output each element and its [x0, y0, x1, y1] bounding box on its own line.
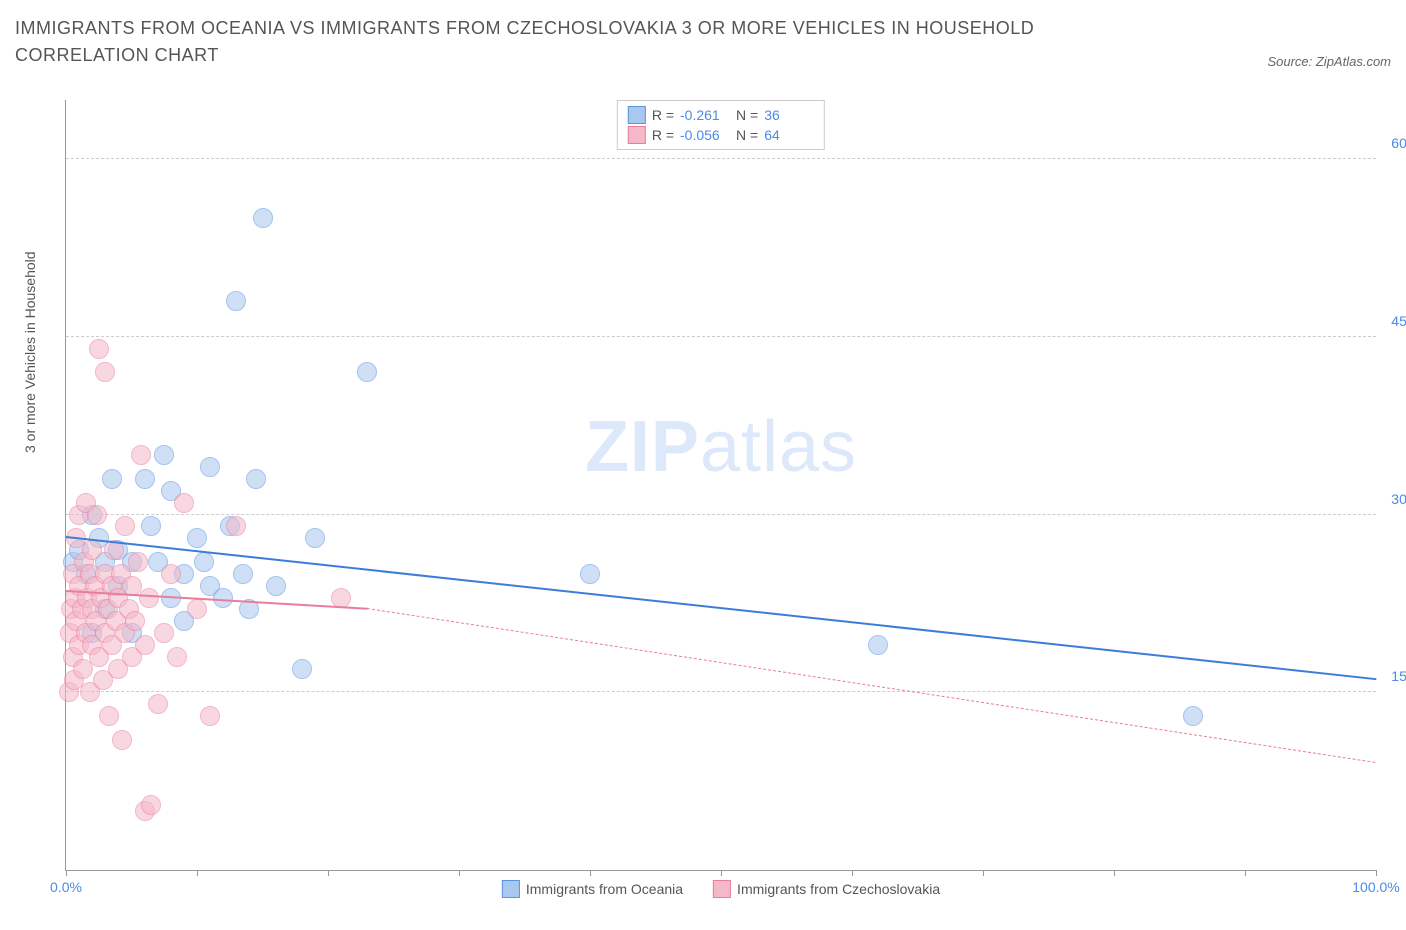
xtick — [66, 870, 67, 876]
legend-swatch — [502, 880, 520, 898]
gridline — [66, 691, 1376, 692]
data-point — [213, 588, 233, 608]
legend-swatch — [628, 126, 646, 144]
data-point — [148, 694, 168, 714]
data-point — [253, 208, 273, 228]
data-point — [233, 564, 253, 584]
gridline — [66, 336, 1376, 337]
data-point — [305, 528, 325, 548]
n-value: 64 — [764, 127, 814, 143]
data-point — [1183, 706, 1203, 726]
data-point — [141, 795, 161, 815]
data-point — [868, 635, 888, 655]
xtick — [590, 870, 591, 876]
data-point — [167, 647, 187, 667]
data-point — [161, 564, 181, 584]
data-point — [154, 623, 174, 643]
xtick — [721, 870, 722, 876]
data-point — [89, 339, 109, 359]
stats-legend: R = -0.261 N = 36 R = -0.056 N = 64 — [617, 100, 825, 150]
xtick — [983, 870, 984, 876]
data-point — [87, 505, 107, 525]
xtick — [328, 870, 329, 876]
data-point — [128, 552, 148, 572]
data-point — [174, 493, 194, 513]
data-point — [187, 528, 207, 548]
r-label: R = — [652, 107, 674, 123]
data-point — [135, 469, 155, 489]
n-label: N = — [736, 107, 758, 123]
ytick-label: 15.0% — [1391, 668, 1406, 684]
data-point — [82, 540, 102, 560]
data-point — [131, 445, 151, 465]
plot-area: ZIPatlas R =-0.261N =36R =-0.056N =64 Im… — [65, 100, 1376, 871]
xtick — [459, 870, 460, 876]
xtick — [852, 870, 853, 876]
series-legend-item: Immigrants from Czechoslovakia — [713, 880, 940, 898]
data-point — [357, 362, 377, 382]
legend-swatch — [628, 106, 646, 124]
r-value: -0.056 — [680, 127, 730, 143]
xtick — [1114, 870, 1115, 876]
data-point — [102, 469, 122, 489]
gridline — [66, 158, 1376, 159]
data-point — [266, 576, 286, 596]
xtick — [1376, 870, 1377, 876]
trendline-extension — [367, 608, 1376, 763]
data-point — [154, 445, 174, 465]
gridline — [66, 514, 1376, 515]
source-label: Source: ZipAtlas.com — [1267, 54, 1391, 69]
r-value: -0.261 — [680, 107, 730, 123]
data-point — [226, 291, 246, 311]
y-axis-label: 3 or more Vehicles in Household — [22, 251, 38, 453]
data-point — [141, 516, 161, 536]
legend-swatch — [713, 880, 731, 898]
xtick-label: 100.0% — [1352, 879, 1399, 895]
stats-legend-row: R = -0.056 N = 64 — [628, 125, 814, 145]
data-point — [95, 362, 115, 382]
data-point — [139, 588, 159, 608]
data-point — [200, 457, 220, 477]
data-point — [292, 659, 312, 679]
ytick-label: 45.0% — [1391, 313, 1406, 329]
xtick — [197, 870, 198, 876]
n-value: 36 — [764, 107, 814, 123]
data-point — [580, 564, 600, 584]
data-point — [115, 516, 135, 536]
data-point — [99, 706, 119, 726]
watermark: ZIPatlas — [585, 406, 857, 488]
data-point — [226, 516, 246, 536]
data-point — [135, 635, 155, 655]
series-legend-label: Immigrants from Czechoslovakia — [737, 881, 940, 897]
ytick-label: 60.0% — [1391, 135, 1406, 151]
series-legend: Immigrants from Oceania Immigrants from C… — [502, 880, 940, 898]
chart-title: IMMIGRANTS FROM OCEANIA VS IMMIGRANTS FR… — [15, 15, 1115, 69]
trendline — [66, 536, 1376, 680]
r-label: R = — [652, 127, 674, 143]
data-point — [194, 552, 214, 572]
ytick-label: 30.0% — [1391, 491, 1406, 507]
xtick-label: 0.0% — [50, 879, 82, 895]
correlation-chart: IMMIGRANTS FROM OCEANIA VS IMMIGRANTS FR… — [15, 15, 1391, 915]
series-legend-item: Immigrants from Oceania — [502, 880, 683, 898]
data-point — [112, 730, 132, 750]
data-point — [331, 588, 351, 608]
data-point — [200, 706, 220, 726]
xtick — [1245, 870, 1246, 876]
data-point — [246, 469, 266, 489]
data-point — [125, 611, 145, 631]
stats-legend-row: R = -0.261 N = 36 — [628, 105, 814, 125]
series-legend-label: Immigrants from Oceania — [526, 881, 683, 897]
n-label: N = — [736, 127, 758, 143]
data-point — [187, 599, 207, 619]
